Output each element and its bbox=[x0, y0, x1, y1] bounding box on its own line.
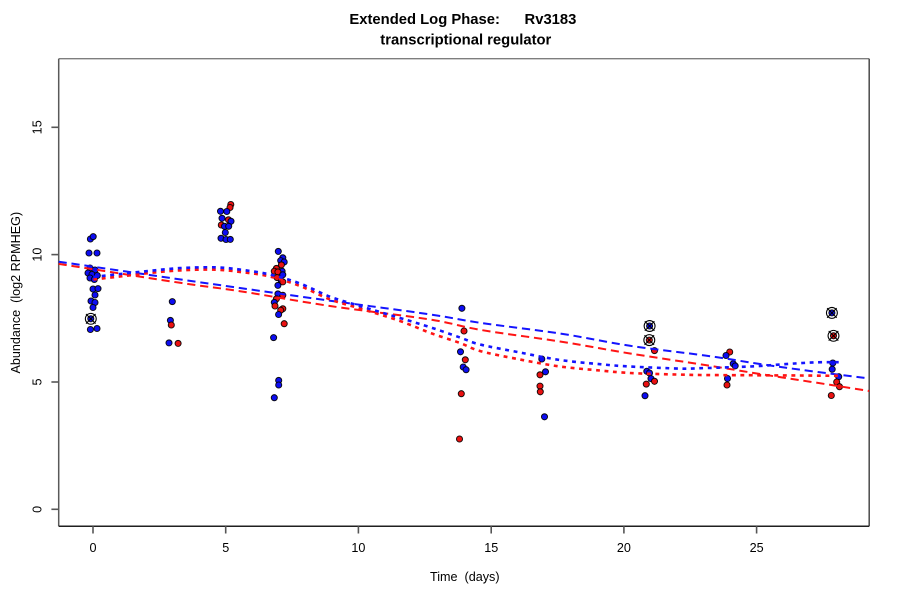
svg-text:15: 15 bbox=[484, 541, 498, 555]
svg-text:20: 20 bbox=[617, 541, 631, 555]
svg-text:10: 10 bbox=[351, 541, 365, 555]
svg-text:Extended Log Phase: Rv318: Extended Log Phase: Rv3183 bbox=[349, 12, 576, 28]
svg-text:Time (days): Time (days) bbox=[430, 570, 500, 584]
svg-text:5: 5 bbox=[31, 378, 45, 385]
svg-text:0: 0 bbox=[31, 506, 45, 513]
svg-text:Abundance (log2 RPMHEG): Abundance (log2 RPMHEG) bbox=[9, 212, 23, 374]
svg-text:25: 25 bbox=[750, 541, 764, 555]
svg-text:transcriptional regulator: transcriptional regulator bbox=[380, 33, 551, 49]
svg-text:0: 0 bbox=[89, 541, 96, 555]
svg-text:5: 5 bbox=[222, 541, 229, 555]
svg-text:10: 10 bbox=[31, 248, 45, 262]
svg-text:15: 15 bbox=[31, 120, 45, 134]
